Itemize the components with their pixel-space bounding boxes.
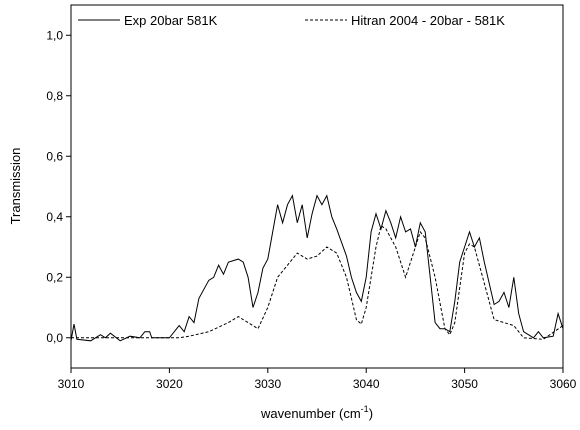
x-axis-label-text: wavenumber (cm [260,406,361,421]
x-tick-label: 3010 [58,377,85,391]
x-axis-label-close: ) [369,406,373,421]
plot-frame [70,4,564,369]
y-tick-label: 0,4 [46,210,63,224]
y-tick-label: 0,8 [46,89,63,103]
x-axis-label: wavenumber (cm-1) [260,404,373,421]
y-tick-label: 0,6 [46,149,63,163]
x-axis-label-sup: -1 [361,404,369,414]
y-tick-label: 1,0 [46,28,63,42]
x-tick-label: 3040 [353,377,380,391]
data-line [70,194,564,342]
x-tick-label: 3030 [254,377,281,391]
x-tick-label: 3050 [451,377,478,391]
legend-label: Hitran 2004 - 20bar - 581K [351,13,505,28]
data-line [71,225,564,340]
y-tick-label: 0,2 [46,270,63,284]
x-tick-label: 3060 [550,377,577,391]
y-axis-label: Transmission [8,148,23,225]
legend-label: Exp 20bar 581K [124,13,218,28]
y-tick-label: 0,0 [46,331,63,345]
x-tick-label: 3020 [156,377,183,391]
